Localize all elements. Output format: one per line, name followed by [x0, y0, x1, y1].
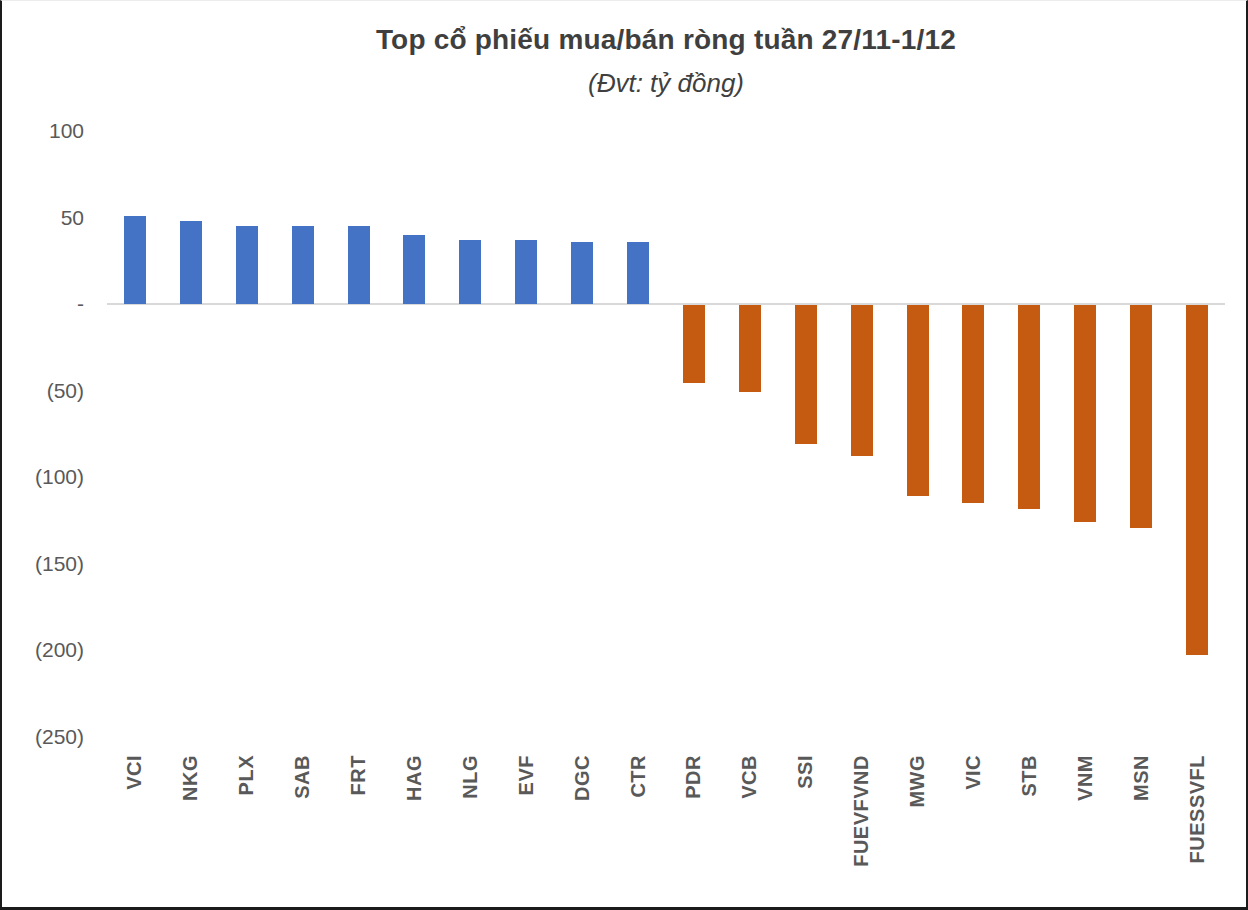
- y-axis-tick-label: (100): [12, 465, 84, 489]
- x-label-NKG: NKG: [163, 755, 219, 907]
- y-axis-tick-label: 50: [12, 206, 84, 230]
- x-label-MSN: MSN: [1113, 755, 1169, 907]
- bar-DGC: [571, 242, 593, 304]
- x-label-VCB: VCB: [722, 755, 778, 907]
- x-label-VIC: VIC: [946, 755, 1002, 907]
- bar-CTR: [627, 242, 649, 304]
- bar-SAB: [292, 226, 314, 304]
- bar-STB: [1018, 305, 1040, 509]
- x-label-PDR: PDR: [666, 755, 722, 907]
- x-label-EVF: EVF: [498, 755, 554, 907]
- x-label-PLX: PLX: [219, 755, 275, 907]
- x-label-VNM: VNM: [1057, 755, 1113, 907]
- x-label-FUEVFVND: FUEVFVND: [834, 755, 890, 907]
- y-axis-tick-label: (250): [12, 725, 84, 749]
- x-label-FUESSVFL: FUESSVFL: [1169, 755, 1225, 907]
- bar-PLX: [236, 226, 258, 304]
- x-label-FRT: FRT: [331, 755, 387, 907]
- y-axis-tick-label: (150): [12, 552, 84, 576]
- x-label-DGC: DGC: [554, 755, 610, 907]
- bar-VCB: [739, 305, 761, 392]
- bar-FRT: [348, 226, 370, 304]
- x-label-SAB: SAB: [275, 755, 331, 907]
- bar-HAG: [403, 235, 425, 304]
- y-axis-tick-label: (200): [12, 638, 84, 662]
- bar-NLG: [459, 240, 481, 304]
- zero-axis-line: [107, 303, 1225, 305]
- x-label-MWG: MWG: [890, 755, 946, 907]
- bar-SSI: [795, 305, 817, 444]
- bar-MSN: [1130, 305, 1152, 528]
- bar-MWG: [907, 305, 929, 495]
- bar-FUEVFVND: [851, 305, 873, 456]
- bar-VCI: [124, 216, 146, 304]
- x-label-HAG: HAG: [387, 755, 443, 907]
- y-axis-tick-label: -: [12, 292, 84, 316]
- bar-FUESSVFL: [1186, 305, 1208, 655]
- x-label-VCI: VCI: [107, 755, 163, 907]
- chart-title: Top cổ phiếu mua/bán ròng tuần 27/11-1/1…: [107, 24, 1225, 56]
- chart-subtitle: (Đvt: tỷ đồng): [107, 68, 1225, 99]
- y-axis-tick-label: 100: [12, 119, 84, 143]
- bar-EVF: [515, 240, 537, 304]
- bar-PDR: [683, 305, 705, 383]
- x-label-SSI: SSI: [778, 755, 834, 907]
- x-label-STB: STB: [1001, 755, 1057, 907]
- x-label-CTR: CTR: [610, 755, 666, 907]
- bar-VIC: [962, 305, 984, 502]
- y-axis-tick-label: (50): [12, 379, 84, 403]
- bar-NKG: [180, 221, 202, 304]
- x-label-NLG: NLG: [442, 755, 498, 907]
- bar-VNM: [1074, 305, 1096, 521]
